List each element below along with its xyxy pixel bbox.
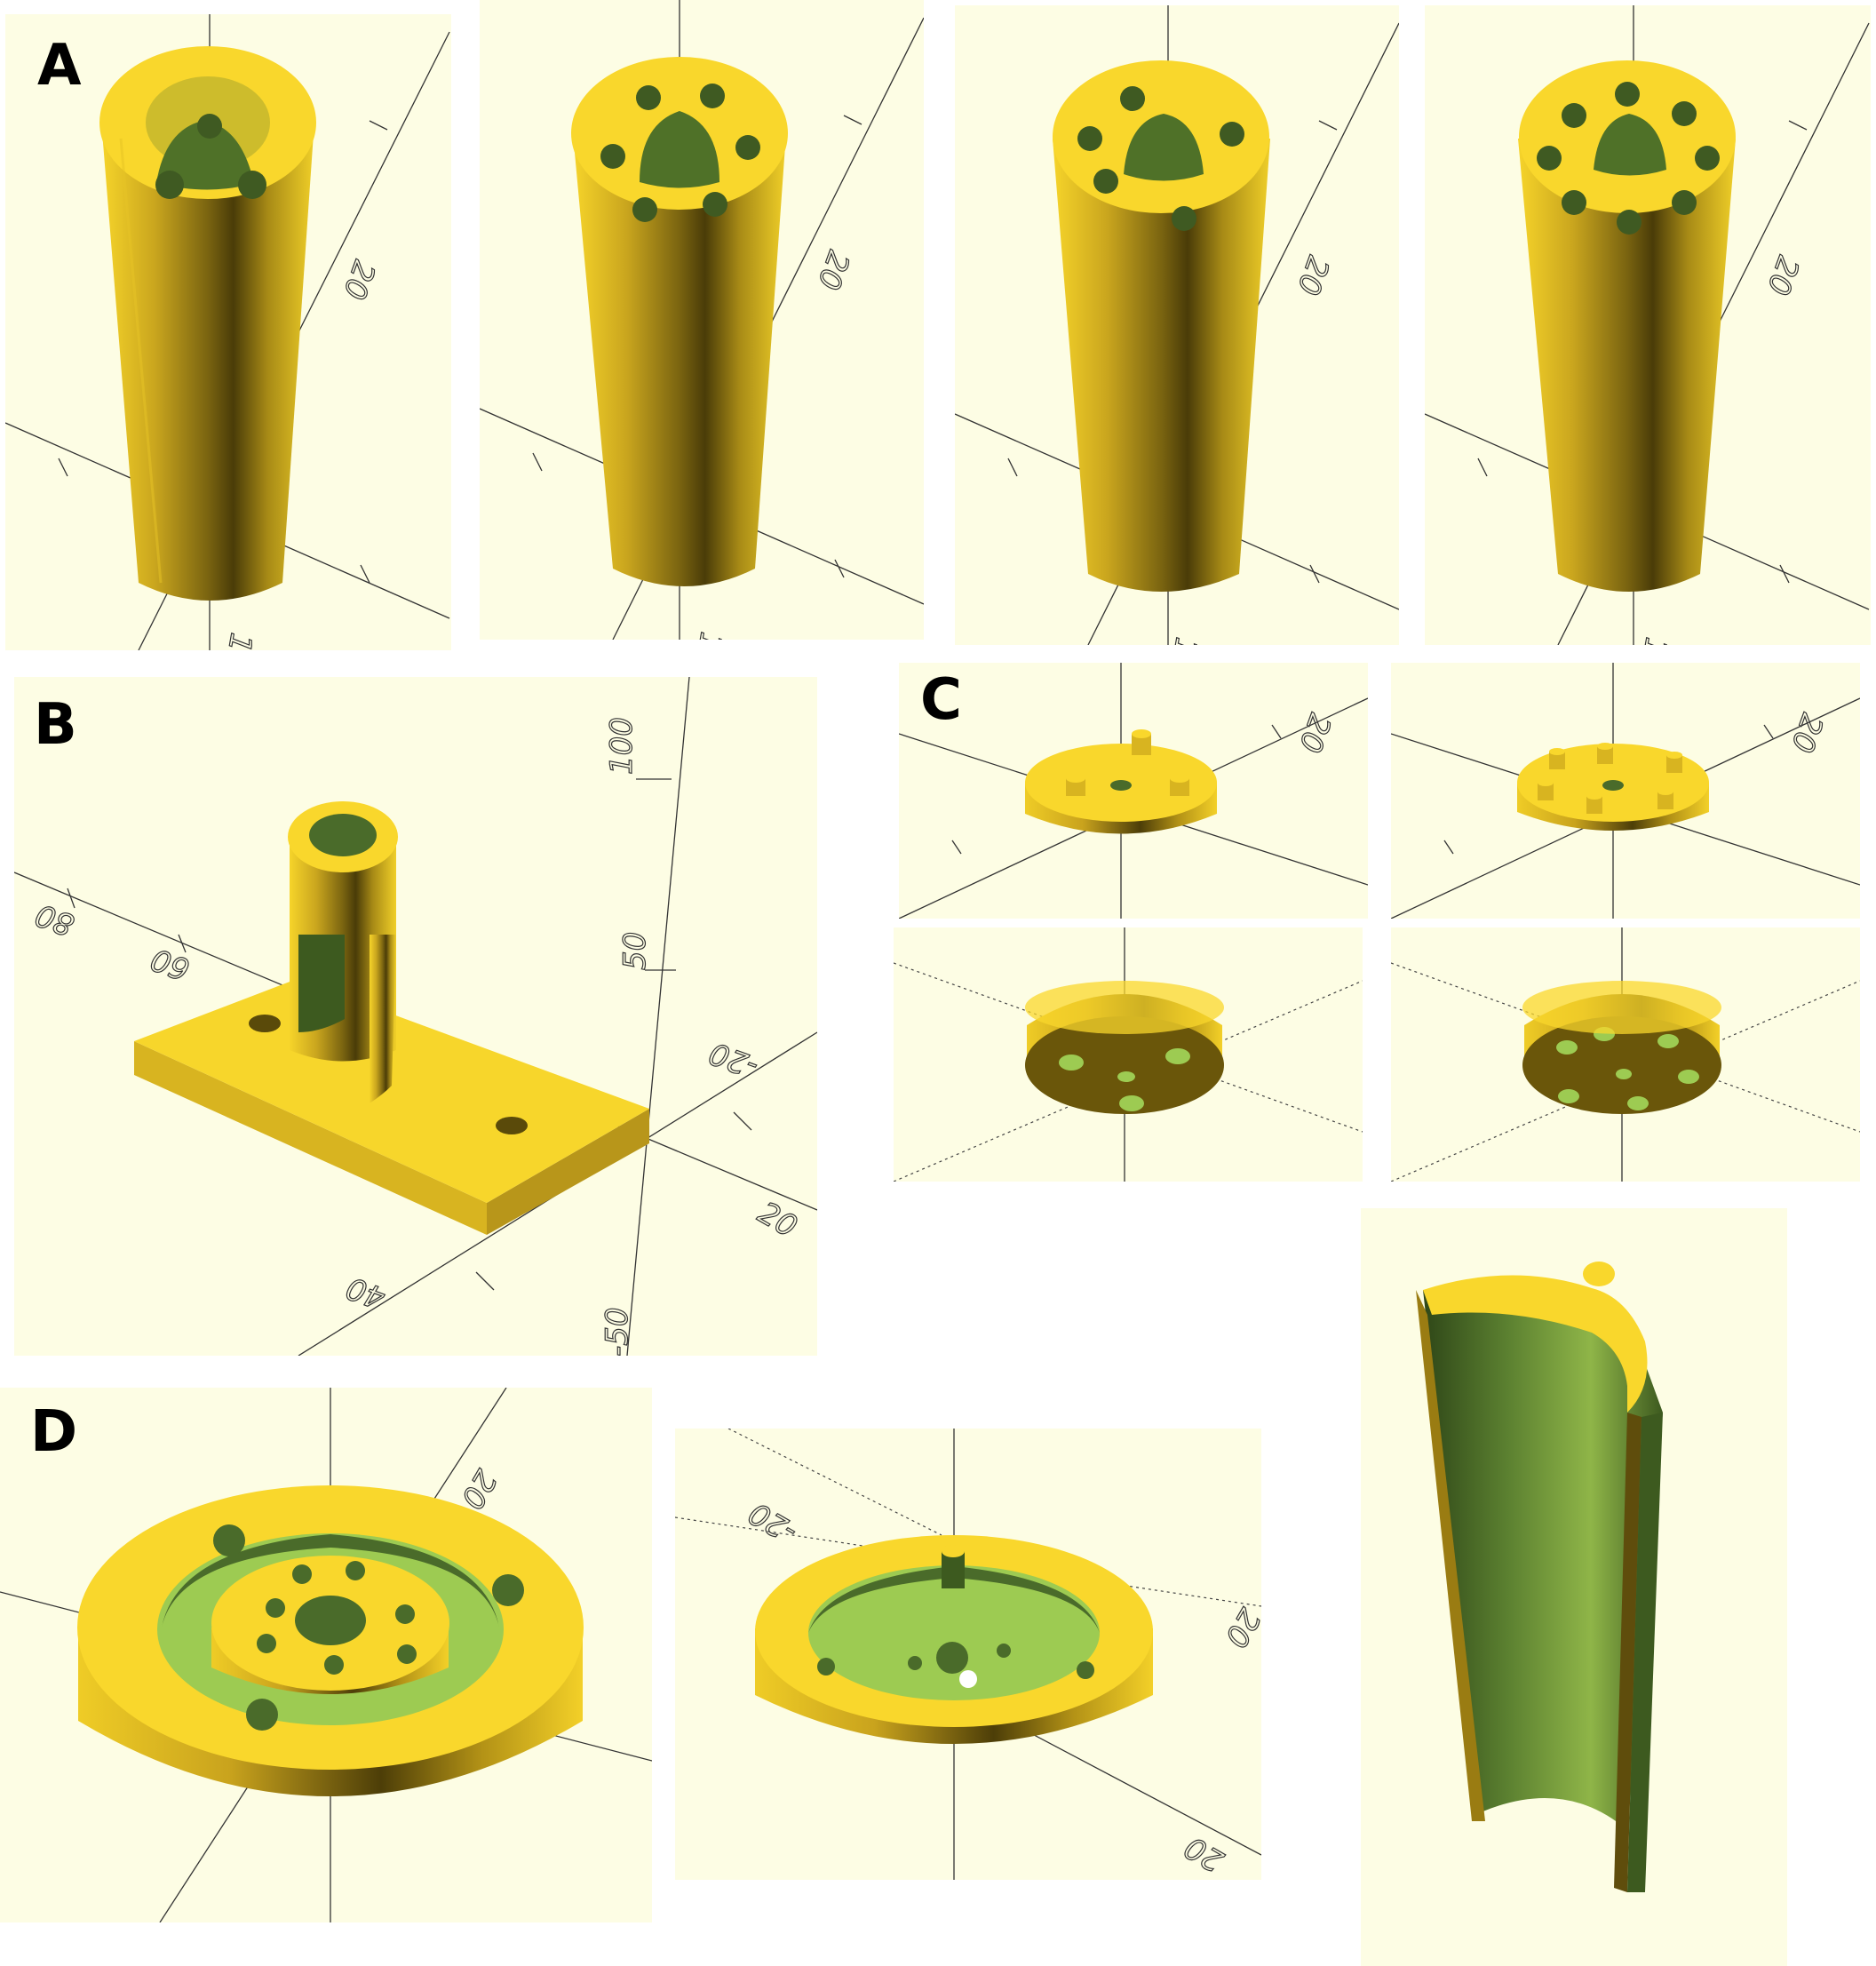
axis-tick-b-right: 20 xyxy=(752,1195,803,1245)
axis-tick-b-v-low: -50 xyxy=(600,1307,635,1356)
tube-render-2: 20 10 xyxy=(480,0,924,640)
panel-label-c: C xyxy=(920,667,962,733)
axis-tick-d-bottom: 20 xyxy=(1179,1829,1229,1879)
disc xyxy=(1522,981,1721,1114)
axis-tick-a3-top: 20 xyxy=(1290,251,1336,299)
tube-render-3: 20 10 xyxy=(955,5,1399,645)
axis-tick-a2-bottom: 10 xyxy=(688,629,729,640)
axis-tick-b-left-2: 60 xyxy=(147,941,195,987)
disc xyxy=(1025,729,1217,834)
panel-label-a: A xyxy=(37,33,82,99)
tube xyxy=(1518,60,1736,592)
tube-render-1 xyxy=(5,14,450,650)
axis-tick-a2-top: 20 xyxy=(810,246,856,294)
panel-d-ring-top: 20 D xyxy=(0,1388,652,1922)
panel-d-ring-angled: -20 20 20 xyxy=(675,1429,1261,1880)
axis-tick-b-bottom: 40 xyxy=(342,1270,390,1316)
panel-d-half-shell xyxy=(1361,1208,1787,1966)
axis-tick-a4-bottom: 10 xyxy=(1633,634,1674,645)
panel-a-tube-3: 20 10 xyxy=(955,5,1399,645)
panel-c-disc-4 xyxy=(1391,927,1860,1182)
bracket xyxy=(134,801,649,1235)
axis-tick-b-v-top: 100 xyxy=(604,717,640,775)
panel-a-tube-4: 20 10 xyxy=(1425,5,1871,645)
tube xyxy=(99,46,316,601)
ring-render-2: -20 20 20 xyxy=(675,1429,1261,1880)
disc-render-1: 20 xyxy=(899,663,1368,919)
axis-tick-d-right: 20 xyxy=(1218,1603,1261,1653)
bracket-render: 100 50 -50 80 60 40 -20 20 xyxy=(14,677,817,1356)
ring-assembly xyxy=(77,1485,584,1796)
disc-render-2: 20 xyxy=(1391,663,1860,919)
disc-render-3 xyxy=(894,927,1363,1182)
panel-c-disc-3 xyxy=(894,927,1363,1182)
panel-a-tube-2: 20 10 xyxy=(480,0,924,640)
disc-render-4 xyxy=(1391,927,1860,1182)
panel-label-d: D xyxy=(30,1399,78,1465)
axis-tick-b-v-mid: 50 xyxy=(617,932,653,970)
panel-b: 100 50 -50 80 60 40 -20 20 B xyxy=(14,677,817,1356)
axis-tick-b-left-1: 80 xyxy=(31,896,79,943)
axis-tick-a-bottom: 10 xyxy=(218,630,259,650)
half-shell xyxy=(1416,1262,1663,1892)
axis-tick-a-top: 20 xyxy=(336,256,382,304)
ring-render-1: 20 xyxy=(0,1388,652,1922)
tube-render-4: 20 10 xyxy=(1425,5,1870,645)
panel-c-disc-1: 20 C xyxy=(899,663,1368,919)
axis-tick-a3-bottom: 10 xyxy=(1163,634,1204,645)
panel-a-tube-1: A 20 10 xyxy=(5,14,451,650)
tube xyxy=(1053,60,1270,592)
axis-tick-a4-top: 20 xyxy=(1760,251,1806,299)
half-shell-render xyxy=(1416,1262,1663,1892)
tube xyxy=(571,57,788,586)
axis-tick-d-mid: -20 xyxy=(743,1494,803,1549)
axis-labels-a1: 20 10 xyxy=(217,255,383,650)
axis-tick-b-mid-neg: -20 xyxy=(704,1035,763,1086)
disc xyxy=(1517,743,1709,831)
panel-c-disc-2: 20 xyxy=(1391,663,1860,919)
panel-label-b: B xyxy=(34,692,77,758)
disc xyxy=(1025,981,1224,1114)
ring-assembly xyxy=(755,1535,1153,1744)
